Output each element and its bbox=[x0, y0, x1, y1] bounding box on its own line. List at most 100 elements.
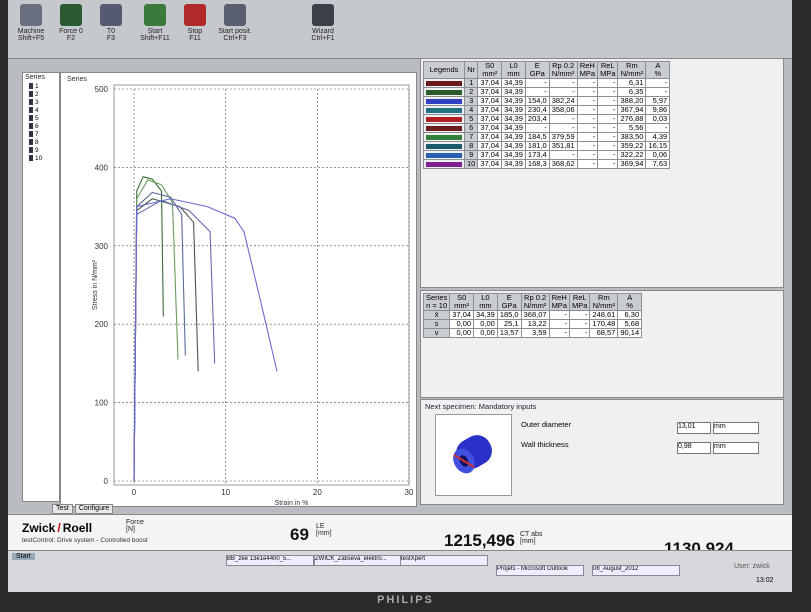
button-icon bbox=[312, 4, 334, 26]
legend-swatch bbox=[426, 108, 462, 113]
legend-cell bbox=[424, 133, 465, 142]
clock: 13:02 bbox=[756, 577, 774, 584]
brand-left: Zwick bbox=[22, 521, 55, 535]
legend-swatch bbox=[426, 99, 462, 104]
results-panel: LegendsNrS0 mm²L0 mmE GPaRp 0.2 N/mm²ReH… bbox=[420, 58, 784, 288]
series-number: 5 bbox=[35, 115, 39, 122]
y-tick-label: 400 bbox=[95, 163, 109, 172]
header-row: Series n = 10S0 mm²L0 mmE GPaRp 0.2 N/mm… bbox=[424, 294, 642, 311]
legend-cell bbox=[424, 160, 465, 169]
plot-title: Series bbox=[67, 76, 87, 83]
specimen-image bbox=[435, 414, 512, 496]
unit-select[interactable]: mm bbox=[713, 422, 759, 434]
button-icon bbox=[100, 4, 122, 26]
legend-swatch bbox=[426, 153, 462, 158]
task-window[interactable]: 08_August_2012 bbox=[592, 565, 680, 576]
task-window[interactable]: testXpert bbox=[400, 555, 488, 566]
x-tick-label: 0 bbox=[132, 488, 137, 497]
start-button[interactable]: Start bbox=[12, 553, 35, 560]
series-title: Series bbox=[23, 73, 59, 82]
series-item: 4 bbox=[23, 106, 59, 114]
curve bbox=[134, 199, 277, 481]
button-label: Machine bbox=[12, 28, 50, 35]
button-shortcut: F3 bbox=[92, 35, 130, 42]
header-cell: E GPa bbox=[525, 62, 549, 79]
input-field[interactable]: 0,98 bbox=[677, 442, 711, 454]
button-icon bbox=[184, 4, 206, 26]
x-tick-label: 20 bbox=[313, 488, 322, 497]
y-tick-label: 100 bbox=[95, 399, 109, 408]
status-message: testControl: Drive system - Controlled b… bbox=[22, 537, 148, 544]
series-item: 10 bbox=[23, 154, 59, 162]
taskbar: Start BB_zee 13e1e4400_5...ZWICK_Zatiseva… bbox=[8, 550, 792, 592]
ct-label: CT abs [mm] bbox=[520, 531, 542, 545]
header-cell: E GPa bbox=[497, 294, 521, 311]
series-icon bbox=[29, 107, 33, 113]
task-window[interactable]: ZWICK_Zatiseva_elektro... bbox=[314, 555, 402, 566]
input-field[interactable]: 13,01 bbox=[677, 422, 711, 434]
header-cell: A % bbox=[646, 62, 670, 79]
series-number: 6 bbox=[35, 123, 39, 130]
series-icon bbox=[29, 131, 33, 137]
x-axis-label: Strain in % bbox=[275, 500, 309, 507]
header-cell: ReH MPa bbox=[577, 62, 597, 79]
series-icon bbox=[29, 115, 33, 121]
toolbar-button[interactable]: Start posit.Ctrl+F3 bbox=[216, 4, 254, 42]
table-cell: 10 bbox=[465, 160, 478, 169]
header-cell: Rp 0.2 N/mm² bbox=[521, 294, 549, 311]
next-specimen-panel: Next specimen: Mandatory inputs Outer di… bbox=[420, 399, 784, 505]
button-icon bbox=[20, 4, 42, 26]
task-window[interactable]: Projets - Microsoft Outlook bbox=[496, 565, 584, 576]
button-label: Force 0 bbox=[52, 28, 90, 35]
table-cell: 34,39 bbox=[502, 160, 526, 169]
table-cell: 3,59 bbox=[521, 329, 549, 338]
legend-cell bbox=[424, 124, 465, 133]
tab[interactable]: Configure bbox=[75, 504, 113, 514]
legend-swatch bbox=[426, 90, 462, 95]
unit-select[interactable]: mm bbox=[713, 442, 759, 454]
series-icon bbox=[29, 147, 33, 153]
monitor-brand: PHILIPS bbox=[0, 594, 811, 606]
series-item: 5 bbox=[23, 114, 59, 122]
button-icon bbox=[224, 4, 246, 26]
tube-icon bbox=[436, 415, 511, 495]
table-cell: 37,04 bbox=[478, 160, 502, 169]
force-value: 69 bbox=[290, 525, 309, 545]
series-icon bbox=[29, 123, 33, 129]
header-cell: Series n = 10 bbox=[424, 294, 450, 311]
legend-swatch bbox=[426, 135, 462, 140]
header-cell: Rm N/mm² bbox=[590, 294, 618, 311]
button-shortcut: Shift+F5 bbox=[12, 35, 50, 42]
le-value: 1215,496 bbox=[444, 531, 515, 551]
force-label: Force [N] bbox=[126, 519, 144, 533]
table-cell: 369,94 bbox=[618, 160, 646, 169]
table-cell: 68,57 bbox=[590, 329, 618, 338]
legend-cell bbox=[424, 115, 465, 124]
series-number: 7 bbox=[35, 131, 39, 138]
x-tick-label: 30 bbox=[405, 488, 414, 497]
table-cell: - bbox=[569, 329, 589, 338]
table-cell: 90,14 bbox=[618, 329, 642, 338]
legend-swatch bbox=[426, 117, 462, 122]
button-icon bbox=[144, 4, 166, 26]
task-window[interactable]: BB_zee 13e1e4400_5... bbox=[226, 555, 314, 566]
y-axis-label: Stress in N/mm² bbox=[92, 259, 99, 310]
user: User: zwick bbox=[734, 563, 770, 570]
brand-logo: Zwick/Roell bbox=[22, 521, 92, 535]
legend-swatch bbox=[426, 162, 462, 167]
series-item: 8 bbox=[23, 138, 59, 146]
series-number: 8 bbox=[35, 139, 39, 146]
series-number: 4 bbox=[35, 107, 39, 114]
brand-slash: / bbox=[57, 521, 60, 535]
status-bar: Zwick/RoellForce [N]69LE [mm]1215,496CT … bbox=[8, 514, 792, 551]
series-number: 3 bbox=[35, 99, 39, 106]
tab[interactable]: Test bbox=[52, 504, 73, 514]
